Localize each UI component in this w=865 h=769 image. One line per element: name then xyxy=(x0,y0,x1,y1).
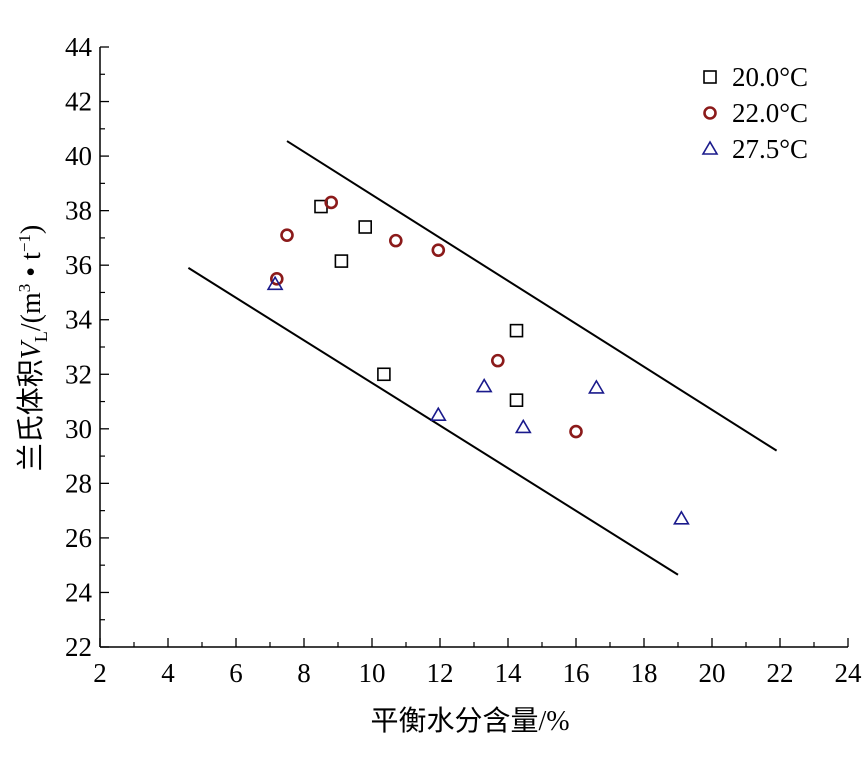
x-tick-label: 10 xyxy=(359,658,386,688)
y-tick-label: 28 xyxy=(65,468,92,498)
legend-marker-triangle xyxy=(701,140,719,155)
x-tick-label: 8 xyxy=(297,658,311,688)
x-tick-label: 2 xyxy=(93,658,107,688)
legend: 20.0°C 22.0°C 27.5°C xyxy=(701,62,808,164)
data-point-circle xyxy=(324,195,339,210)
y-tick-label: 30 xyxy=(65,414,92,444)
boundary-line xyxy=(187,267,679,576)
data-point-circle xyxy=(388,233,403,248)
legend-label: 22.0°C xyxy=(732,98,808,128)
data-point-square xyxy=(377,367,391,382)
ticks: 2 4 6 8 10 12 14 16 18 20 22 2422242628303234363840… xyxy=(65,32,862,688)
legend-marker-square xyxy=(703,70,717,84)
data-point-circle xyxy=(431,243,446,257)
x-tick-label: 12 xyxy=(427,658,454,688)
x-tick-label: 24 xyxy=(835,658,863,688)
x-tick-label: 20 xyxy=(699,658,726,688)
data-point-triangle xyxy=(429,406,447,421)
data-point-triangle xyxy=(588,379,605,394)
data-point-square xyxy=(509,323,524,338)
y-tick-label: 38 xyxy=(65,196,92,226)
x-tick-label: 18 xyxy=(631,658,658,688)
y-tick-label: 32 xyxy=(65,359,92,389)
y-tick-label: 26 xyxy=(65,523,92,553)
data-point-circle xyxy=(490,353,505,368)
data-point-triangle xyxy=(514,418,532,434)
data-point-square xyxy=(334,254,349,268)
data-point-circle xyxy=(269,272,284,286)
y-tick-label: 40 xyxy=(65,141,92,171)
legend-label: 20.0°C xyxy=(732,62,808,92)
data-point-triangle xyxy=(475,377,493,393)
boundary-line xyxy=(286,140,778,452)
data-point-square xyxy=(358,220,373,234)
data-point-circle xyxy=(280,228,294,242)
y-tick-label: 36 xyxy=(65,250,92,280)
boundary-lines xyxy=(187,140,778,576)
x-tick-label: 6 xyxy=(229,658,243,688)
legend-marker-circle xyxy=(703,106,717,120)
x-axis-label: 平衡水分含量/% xyxy=(370,705,569,737)
y-tick-label: 34 xyxy=(65,305,93,335)
data-point-circle xyxy=(569,424,583,439)
data-point-square xyxy=(509,393,524,407)
y-axis-label: 兰氏体积VL/(m3 • t−1) xyxy=(15,225,51,472)
y-tick-label: 24 xyxy=(65,577,93,607)
x-tick-label: 16 xyxy=(563,658,590,688)
y-tick-label: 42 xyxy=(65,87,92,117)
legend-label: 27.5°C xyxy=(732,134,808,164)
y-tick-label: 44 xyxy=(65,32,93,62)
data-point-triangle xyxy=(673,510,690,525)
data-points xyxy=(266,195,690,525)
x-tick-label: 22 xyxy=(767,658,794,688)
x-tick-label: 14 xyxy=(495,658,523,688)
data-point-triangle xyxy=(266,275,284,291)
x-tick-label: 4 xyxy=(161,658,175,688)
y-tick-label: 22 xyxy=(65,632,92,662)
